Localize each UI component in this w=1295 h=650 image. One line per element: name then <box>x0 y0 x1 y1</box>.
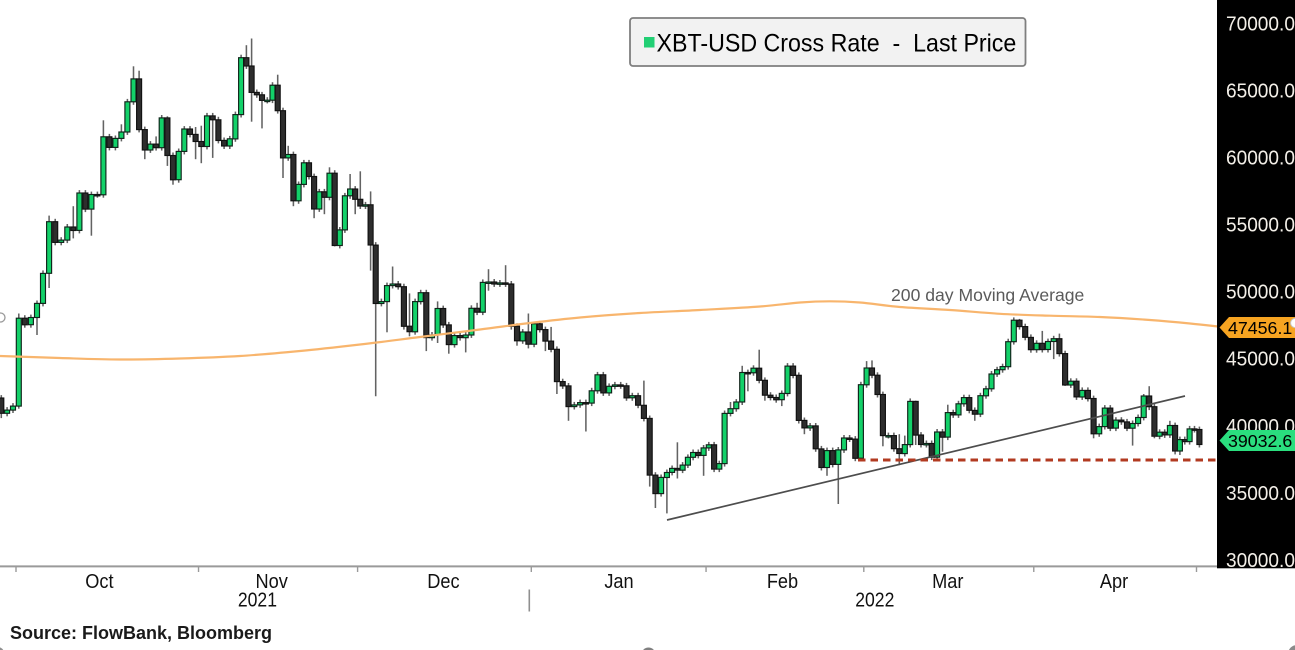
svg-text:Apr: Apr <box>1100 571 1129 593</box>
svg-text:60000.00: 60000.00 <box>1226 147 1295 170</box>
svg-text:65000.00: 65000.00 <box>1226 80 1295 103</box>
svg-text:Feb: Feb <box>767 571 798 593</box>
svg-text:Nov: Nov <box>256 571 289 593</box>
svg-text:55000.00: 55000.00 <box>1226 214 1295 237</box>
svg-text:2021: 2021 <box>238 588 277 610</box>
svg-text:Jan: Jan <box>604 571 633 593</box>
svg-text:Mar: Mar <box>932 571 964 593</box>
svg-text:45000.00: 45000.00 <box>1226 348 1295 371</box>
svg-text:2022: 2022 <box>855 588 894 610</box>
svg-text:39032.6: 39032.6 <box>1228 431 1292 451</box>
svg-text:Oct: Oct <box>85 571 114 593</box>
svg-text:47456.1: 47456.1 <box>1228 318 1292 338</box>
svg-text:50000.00: 50000.00 <box>1226 281 1295 304</box>
svg-text:70000.00: 70000.00 <box>1226 13 1295 36</box>
svg-text:Dec: Dec <box>427 571 460 593</box>
svg-text:35000.00: 35000.00 <box>1226 483 1295 506</box>
svg-text:200 day Moving Average: 200 day Moving Average <box>891 285 1084 305</box>
svg-text:Source: FlowBank, Bloomberg: Source: FlowBank, Bloomberg <box>10 623 272 643</box>
svg-text:30000.00: 30000.00 <box>1226 550 1295 573</box>
svg-text:XBT-USD Cross Rate - Last Pr: XBT-USD Cross Rate - Last Price <box>657 30 1017 58</box>
